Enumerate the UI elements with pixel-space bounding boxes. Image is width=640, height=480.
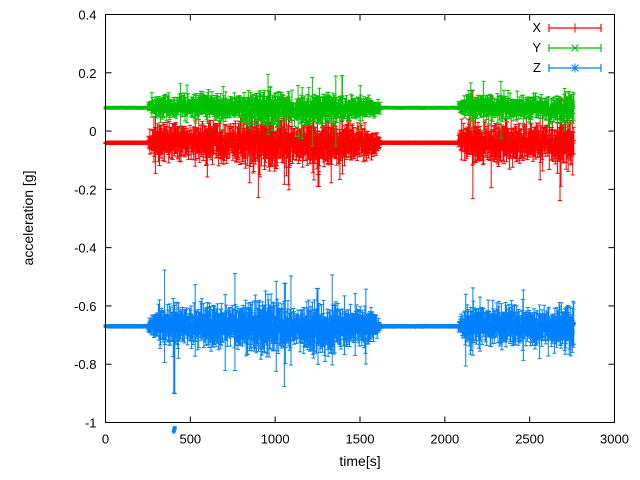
data-series-layer [103, 73, 576, 434]
series-Y [103, 73, 576, 147]
series-X [103, 89, 576, 202]
